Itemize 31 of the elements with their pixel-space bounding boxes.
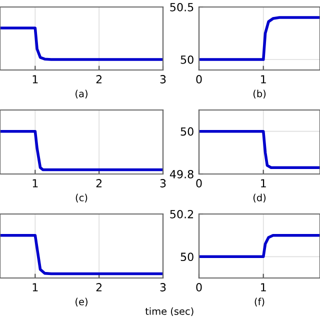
- x-tick-label: 1: [32, 283, 38, 292]
- x-tick-label: 0: [196, 75, 202, 84]
- x-axis-title: (b): [253, 90, 266, 98]
- y-tick-label: 50: [180, 252, 194, 262]
- y-tick-label: 50.5: [170, 2, 194, 12]
- line-series: [199, 234, 320, 258]
- y-tick-label: 49.8: [170, 170, 194, 178]
- x-tick-label: 1: [261, 75, 266, 84]
- x-axis-title: (e): [76, 298, 88, 306]
- text: time (sec): [145, 307, 194, 316]
- y-tick-label: 50.2: [170, 210, 194, 218]
- x-tick-label: 0: [196, 179, 202, 188]
- y-tick-label: 50: [180, 127, 194, 136]
- x-tick-label: 3: [160, 283, 166, 292]
- x-axis-title: (d): [253, 194, 266, 202]
- y-tick-label: 50: [180, 55, 194, 64]
- x-tick-label: 2: [96, 179, 102, 188]
- x-tick-label: 1: [32, 179, 38, 188]
- x-axis-title: (a): [76, 90, 88, 98]
- x-tick-label: 3: [160, 75, 166, 84]
- line-series: [199, 130, 320, 169]
- x-tick-label: 2: [96, 75, 102, 84]
- line-series: [199, 16, 320, 61]
- x-tick-label: 3: [160, 179, 166, 188]
- x-tick-label: 2: [96, 283, 102, 292]
- x-tick-label: 1: [261, 283, 266, 292]
- x-axis-title: (f): [254, 298, 264, 306]
- x-tick-label: 0: [196, 283, 202, 292]
- x-tick-label: 1: [261, 179, 266, 188]
- x-axis-title: (c): [76, 194, 88, 202]
- x-tick-label: 1: [32, 75, 38, 84]
